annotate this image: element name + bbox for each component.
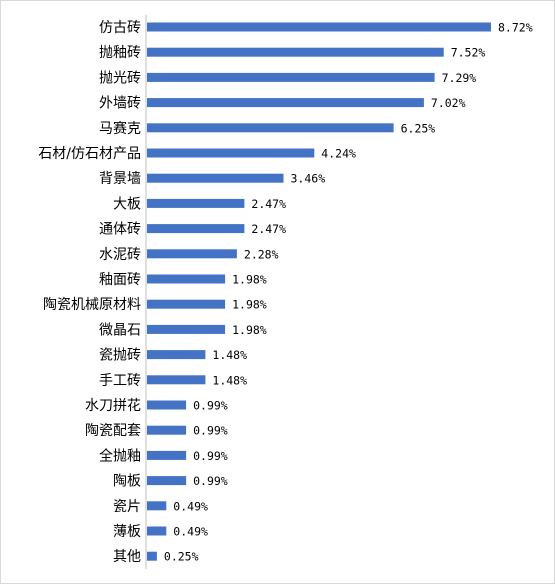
category-label: 背景墙 <box>99 171 141 187</box>
category-label: 陶瓷配套 <box>85 423 141 439</box>
bar <box>147 350 206 360</box>
bar <box>147 249 237 259</box>
category-label: 釉面砖 <box>99 272 141 288</box>
value-label: 2.28% <box>244 247 279 261</box>
bar <box>147 501 167 511</box>
value-label: 0.25% <box>164 550 199 564</box>
value-label: 0.49% <box>173 499 208 513</box>
category-label: 大板 <box>113 196 141 212</box>
bars-group <box>147 22 491 561</box>
category-label: 瓷抛砖 <box>99 348 141 364</box>
value-label: 4.24% <box>321 147 356 161</box>
bar <box>147 173 284 183</box>
category-label: 水刀拼花 <box>85 398 141 414</box>
bar <box>147 47 444 57</box>
value-label: 7.52% <box>451 46 486 60</box>
value-label: 0.99% <box>193 424 228 438</box>
category-label: 其他 <box>113 549 141 565</box>
category-label: 陶板 <box>113 474 141 490</box>
category-label: 抛釉砖 <box>99 45 141 61</box>
bar <box>147 400 187 410</box>
bar <box>147 123 394 133</box>
category-label: 石材/仿石材产品 <box>38 146 141 162</box>
value-label: 0.99% <box>193 449 228 463</box>
value-label: 1.98% <box>232 323 267 337</box>
category-label: 手工砖 <box>99 373 141 389</box>
value-label: 7.02% <box>431 96 466 110</box>
category-label: 仿古砖 <box>99 20 141 36</box>
bar <box>147 375 206 385</box>
category-label: 微晶石 <box>99 322 141 338</box>
category-label: 瓷片 <box>113 499 141 515</box>
bar <box>147 224 245 234</box>
bar <box>147 198 245 208</box>
category-labels-group: 仿古砖抛釉砖抛光砖外墙砖马赛克石材/仿石材产品背景墙大板通体砖水泥砖釉面砖陶瓷机… <box>38 20 141 565</box>
bar <box>147 425 187 435</box>
value-label: 2.47% <box>251 197 286 211</box>
bar <box>147 450 187 460</box>
value-label: 1.98% <box>232 298 267 312</box>
category-label: 全抛釉 <box>99 447 141 464</box>
bar <box>147 299 226 309</box>
value-label: 8.72% <box>498 21 533 35</box>
value-labels-group: 8.72% 7.52% 7.29% 7.02% 6.25% 4.24% 3.46% 2.47%… <box>164 21 533 564</box>
value-label: 0.99% <box>193 474 228 488</box>
category-label: 水泥砖 <box>99 247 141 263</box>
category-label: 通体砖 <box>99 222 141 238</box>
bar <box>147 324 226 334</box>
bar <box>147 476 187 486</box>
category-label: 薄板 <box>113 524 141 540</box>
category-label: 陶瓷机械原材料 <box>43 297 141 313</box>
bar <box>147 72 435 82</box>
category-label: 外墙砖 <box>99 96 141 112</box>
value-label: 7.29% <box>442 71 477 85</box>
bar <box>147 526 167 536</box>
bar <box>147 148 315 158</box>
bar <box>147 22 491 32</box>
category-label: 马赛克 <box>99 121 141 137</box>
category-label: 抛光砖 <box>99 70 141 86</box>
value-label: 1.48% <box>212 348 247 362</box>
value-label: 0.99% <box>193 399 228 413</box>
value-label: 1.98% <box>232 273 267 287</box>
bar <box>147 98 424 108</box>
bar <box>147 551 157 561</box>
bar <box>147 274 226 284</box>
value-label: 1.48% <box>212 373 247 387</box>
value-label: 3.46% <box>291 172 326 186</box>
value-label: 0.49% <box>173 525 208 539</box>
value-label: 6.25% <box>401 121 436 135</box>
value-label: 2.47% <box>251 222 286 236</box>
